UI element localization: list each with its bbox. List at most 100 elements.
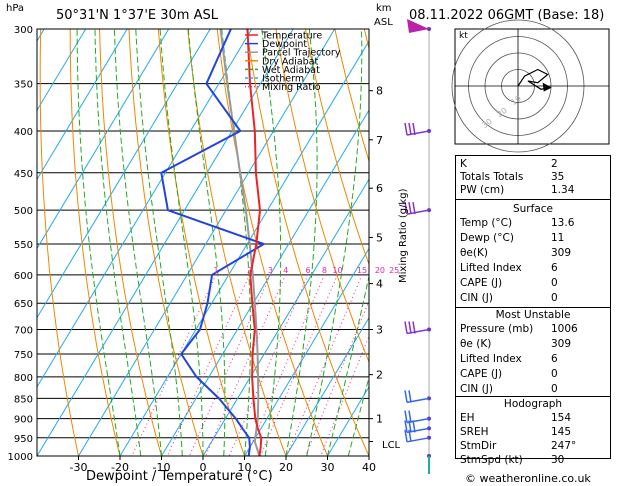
surface-row: Temp (°C) 13.6 — [460, 217, 606, 229]
km-tick-label: 6 — [376, 182, 383, 195]
mixing-ratio-label: 1 — [213, 266, 218, 275]
pressure-tick-label: 800 — [14, 373, 33, 384]
wet-adiabat-line — [306, 29, 363, 456]
plot-area — [0, 29, 369, 456]
mixing-ratio-line — [286, 274, 363, 456]
pressure-tick-label: 300 — [14, 25, 33, 36]
index-row: Totals Totals 35 — [460, 171, 606, 183]
dry-adiabat-line — [187, 29, 287, 456]
mixing-ratio-line — [260, 274, 338, 456]
temperature-tick-label: 40 — [362, 461, 376, 474]
km-tick-label: 5 — [376, 231, 383, 244]
wind-barb-feather — [412, 420, 416, 433]
wind-barb-feather — [412, 321, 416, 334]
mixing-ratio-label: 15 — [357, 266, 367, 275]
isotherm-line — [285, 316, 369, 456]
hodo-label: StmSpd (kt) — [460, 454, 523, 466]
hodograph-arrow — [542, 82, 552, 92]
km-tick-label: 4 — [376, 278, 383, 291]
surface-label: CIN (J) — [460, 292, 493, 304]
pressure-tick-label: 350 — [14, 80, 33, 91]
mu-row: Pressure (mb) 1006 — [460, 323, 606, 335]
hodo-value: 247° — [551, 440, 577, 452]
wind-barb-feather — [404, 321, 408, 334]
legend-label: Temperature — [261, 31, 322, 42]
surface-row: Dewp (°C) 11 — [460, 232, 606, 244]
wind-barb-feather — [408, 420, 412, 433]
mixing-ratio-line — [246, 274, 325, 456]
legend-label: Wet Adiabat — [262, 65, 320, 76]
hodo-label: EH — [460, 412, 475, 424]
wind-barb-feather — [412, 202, 416, 215]
temperature-tick-label: -10 — [153, 461, 171, 474]
isotherm-line — [78, 29, 336, 456]
temperature-tick-label: -30 — [70, 461, 88, 474]
wind-barb-flag — [407, 19, 429, 33]
pressure-tick-label: 650 — [14, 299, 33, 310]
mixing-ratio-label: 2 — [247, 266, 252, 275]
mu-value: 309 — [551, 338, 572, 350]
mixing-ratio-axis-title: Mixing Ratio (g/kg) — [398, 188, 409, 283]
surface-value: 309 — [551, 247, 572, 259]
temperature-tick-label: -20 — [111, 461, 129, 474]
pressure-tick-label: 1000 — [8, 452, 33, 463]
dry-adiabat-line — [246, 29, 369, 456]
copyright: © weatheronline.co.uk — [465, 472, 591, 485]
mixing-ratio-label: 25 — [389, 266, 399, 275]
mixing-ratio-label: 6 — [306, 266, 311, 275]
isotherm-line — [37, 29, 128, 181]
temperature-tick-label: 10 — [238, 461, 252, 474]
wet-adiabat-line — [113, 29, 162, 456]
wet-adiabat-line — [135, 29, 183, 456]
pressure-tick-label: 500 — [14, 206, 33, 217]
hodo-label: StmDir — [460, 440, 497, 452]
wind-barb-feather — [404, 429, 408, 442]
divider — [456, 396, 610, 397]
hodo-label: SREH — [460, 426, 489, 438]
wind-barb-feather — [404, 202, 408, 215]
wet-adiabat-line — [159, 29, 204, 456]
pressure-tick-label: 750 — [14, 350, 33, 361]
temperature-tick-label: 0 — [200, 461, 207, 474]
isotherm-line — [37, 29, 294, 456]
isotherm-line — [0, 29, 3, 456]
surface-title: Surface — [512, 203, 553, 215]
hodo-value: 145 — [551, 426, 572, 438]
wind-barb-feather — [408, 202, 412, 215]
mu-value: 6 — [551, 353, 558, 365]
dry-adiabat-line — [99, 29, 162, 456]
dry-adiabat-line — [39, 29, 79, 456]
hodograph-unit-label: kt — [459, 31, 468, 41]
datetime-title: 08.11.2022 06GMT (Base: 18) — [409, 8, 605, 23]
wind-barb-feather — [404, 122, 408, 136]
surface-row: CAPE (J) 0 — [460, 277, 606, 289]
surface-row: θe(K) 309 — [460, 247, 606, 259]
wind-barb-feather — [404, 420, 408, 433]
asl-label: ASL — [374, 17, 393, 28]
mixing-ratio-label: 10 — [332, 266, 342, 275]
mu-row: θe (K) 309 — [460, 338, 606, 350]
isotherm-line — [37, 29, 170, 250]
legend-label: Dry Adiabat — [262, 56, 319, 67]
temperature-tick-label: 20 — [279, 461, 293, 474]
hodo-row: EH 154 — [460, 412, 606, 424]
surface-label: Lifted Index — [460, 262, 522, 274]
hodograph-frame — [454, 28, 610, 145]
surface-label: CAPE (J) — [460, 277, 503, 289]
mu-label: Lifted Index — [460, 353, 522, 365]
pressure-tick-label: 850 — [14, 394, 33, 405]
isotherm-line — [202, 178, 369, 456]
pressure-tick-label: 950 — [14, 434, 33, 445]
index-value: 1.34 — [551, 184, 575, 196]
index-label: PW (cm) — [460, 184, 505, 196]
pressure-tick-label: 900 — [14, 415, 33, 426]
x-axis-title: Dewpoint / Temperature (°C) — [86, 469, 273, 484]
surface-row: Lifted Index 6 — [460, 262, 606, 274]
hodo-value: 30 — [551, 454, 565, 466]
mu-value: 1006 — [551, 323, 578, 335]
hpa-label: hPa — [6, 3, 25, 14]
mixing-ratio-line — [131, 274, 217, 456]
